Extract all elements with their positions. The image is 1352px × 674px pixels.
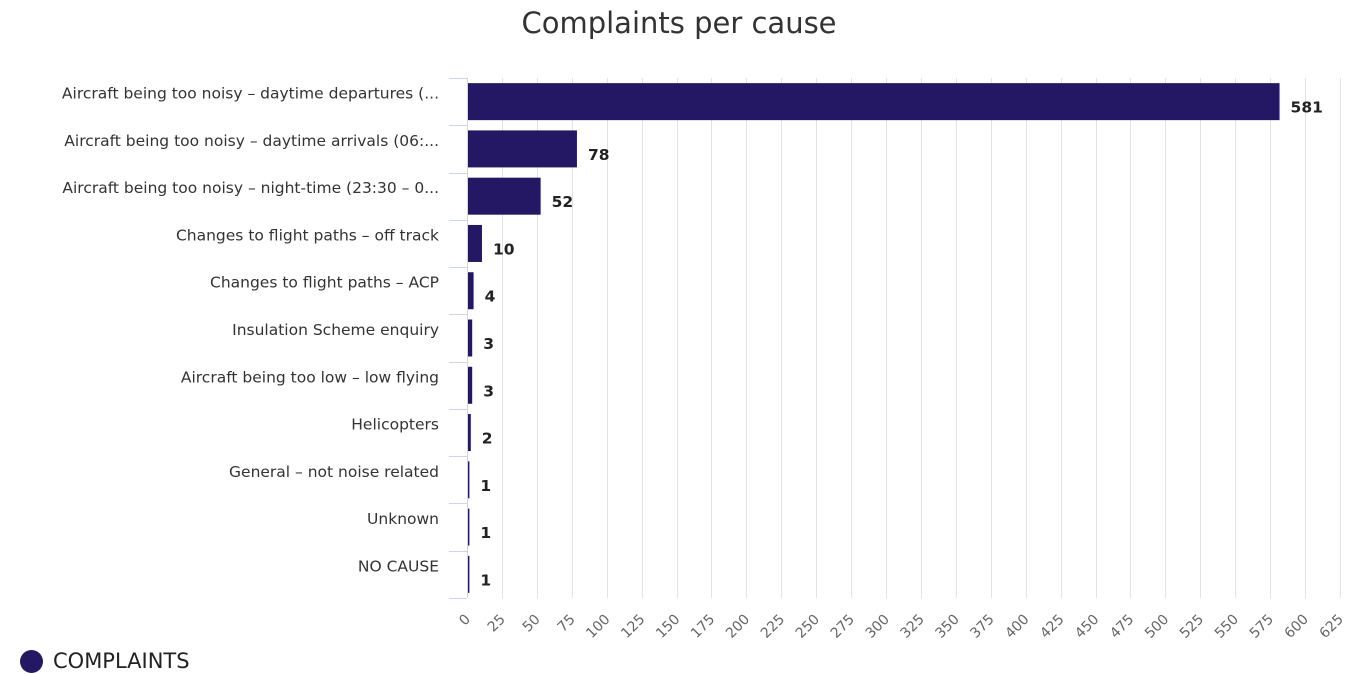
x-tick-label: 100 [583, 612, 613, 642]
category-label: Unknown [367, 510, 439, 528]
x-tick-label: 0 [456, 612, 474, 630]
x-tick-label: 125 [618, 612, 648, 642]
x-tick-label: 625 [1317, 612, 1347, 642]
x-tick-label: 500 [1142, 612, 1172, 642]
x-tick-label: 225 [758, 612, 788, 642]
x-tick-label: 50 [520, 612, 544, 636]
grid-lines [502, 78, 1341, 598]
data-label: 1 [480, 477, 491, 495]
data-label: 10 [493, 240, 515, 258]
x-tick-label: 575 [1247, 612, 1277, 642]
x-tick-label: 300 [863, 612, 893, 642]
x-tick-label: 200 [723, 612, 753, 642]
bars [468, 83, 1280, 593]
data-label: 1 [480, 524, 491, 542]
bar [468, 177, 541, 215]
bar [468, 555, 470, 593]
bar [468, 319, 473, 357]
x-tick-label: 25 [485, 612, 509, 636]
data-label: 78 [588, 146, 610, 164]
x-tick-label: 275 [828, 612, 858, 642]
x-tick-label: 250 [793, 612, 823, 642]
category-label: Aircraft being too noisy – daytime arriv… [64, 132, 439, 150]
category-label: Aircraft being too noisy – night-time (2… [62, 179, 439, 197]
x-tick-label: 375 [967, 612, 997, 642]
data-label: 1 [480, 571, 491, 589]
category-label: Changes to flight paths – ACP [210, 274, 439, 292]
bar [468, 366, 473, 404]
x-tick-label: 450 [1072, 612, 1102, 642]
x-tick-label: 75 [555, 612, 579, 636]
chart-title: Complaints per cause [521, 6, 837, 40]
x-tick-label: 150 [653, 612, 683, 642]
data-label: 2 [482, 430, 493, 448]
x-tick-label: 600 [1282, 612, 1312, 642]
bar [468, 414, 471, 452]
x-tick-label: 475 [1107, 612, 1137, 642]
x-tick-label: 350 [932, 612, 962, 642]
category-label: Aircraft being too low – low flying [181, 368, 439, 386]
x-tick-label: 325 [898, 612, 928, 642]
bar [468, 130, 577, 168]
x-tick-label: 550 [1212, 612, 1242, 642]
bar [468, 272, 474, 310]
category-label: Aircraft being too noisy – daytime depar… [62, 85, 439, 103]
category-label: General – not noise related [229, 463, 439, 481]
data-label: 4 [485, 288, 496, 306]
data-label: 52 [552, 193, 574, 211]
bar [468, 83, 1280, 121]
category-label: Helicopters [351, 416, 439, 434]
category-label: Changes to flight paths – off track [176, 226, 439, 244]
data-labels: 581 78 52 10 4 3 3 2 1 1 1 [480, 99, 1323, 590]
category-label: NO CAUSE [358, 557, 439, 575]
bar [468, 508, 470, 546]
legend-label: COMPLAINTS [53, 649, 190, 673]
data-label: 581 [1291, 99, 1323, 117]
category-labels: Aircraft being too noisy – daytime depar… [62, 85, 439, 576]
category-axis [449, 78, 468, 599]
category-label: Insulation Scheme enquiry [232, 321, 439, 339]
x-axis-ticks: 0 25 50 75 100 125 150 175 200 225 250 275 300 325 350… [456, 612, 1347, 642]
data-label: 3 [483, 382, 494, 400]
x-tick-label: 400 [1002, 612, 1032, 642]
x-tick-label: 175 [688, 612, 718, 642]
bar [468, 224, 482, 262]
legend-marker [20, 649, 43, 673]
x-tick-label: 425 [1037, 612, 1067, 642]
legend[interactable]: COMPLAINTS [20, 648, 190, 674]
data-label: 3 [483, 335, 494, 353]
x-tick-label: 525 [1177, 612, 1207, 642]
bar [468, 461, 470, 499]
